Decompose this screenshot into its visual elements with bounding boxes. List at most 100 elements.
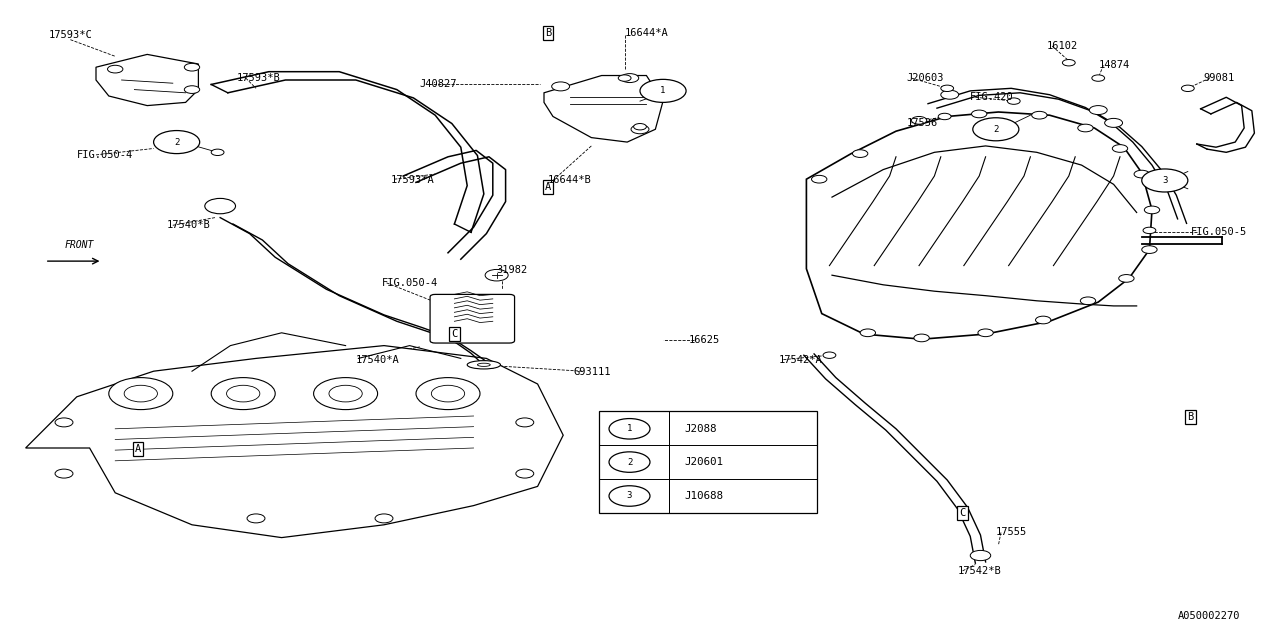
Ellipse shape — [477, 364, 490, 367]
Text: 2: 2 — [627, 458, 632, 467]
Text: 31982: 31982 — [497, 265, 527, 275]
Circle shape — [485, 269, 508, 281]
Circle shape — [314, 378, 378, 410]
Text: 17540*B: 17540*B — [166, 220, 210, 230]
Polygon shape — [96, 54, 198, 106]
Circle shape — [211, 149, 224, 156]
Text: 3: 3 — [1162, 176, 1167, 185]
Text: A050002270: A050002270 — [1178, 611, 1240, 621]
Circle shape — [1078, 124, 1093, 132]
Circle shape — [631, 125, 649, 134]
Text: 16644*A: 16644*A — [625, 28, 668, 38]
Circle shape — [1112, 145, 1128, 152]
Text: 17593*B: 17593*B — [237, 73, 280, 83]
Text: 17593*C: 17593*C — [49, 30, 92, 40]
Circle shape — [1105, 118, 1123, 127]
Circle shape — [609, 452, 650, 472]
Circle shape — [108, 65, 123, 73]
Circle shape — [618, 75, 631, 81]
Circle shape — [1119, 275, 1134, 282]
Text: 3: 3 — [627, 492, 632, 500]
Polygon shape — [26, 346, 563, 538]
Text: 17593*A: 17593*A — [390, 175, 434, 186]
Circle shape — [1142, 169, 1188, 192]
Circle shape — [431, 385, 465, 402]
Text: C: C — [960, 508, 965, 518]
Circle shape — [154, 131, 200, 154]
Circle shape — [552, 82, 570, 91]
Circle shape — [1181, 85, 1194, 92]
Text: FIG.050-4: FIG.050-4 — [77, 150, 133, 160]
Circle shape — [1080, 297, 1096, 305]
Circle shape — [941, 90, 959, 99]
Text: A: A — [136, 444, 141, 454]
Circle shape — [640, 79, 686, 102]
Text: C: C — [452, 329, 457, 339]
Text: J20603: J20603 — [906, 73, 943, 83]
Text: J40827: J40827 — [420, 79, 457, 90]
Circle shape — [634, 124, 646, 130]
Text: 17542*A: 17542*A — [778, 355, 822, 365]
Circle shape — [1062, 60, 1075, 66]
Text: FIG.420: FIG.420 — [970, 92, 1014, 102]
Polygon shape — [544, 76, 663, 142]
Circle shape — [970, 550, 991, 561]
Circle shape — [812, 175, 827, 183]
Circle shape — [516, 418, 534, 427]
Text: FIG.050-4: FIG.050-4 — [381, 278, 438, 288]
Text: 99081: 99081 — [1203, 73, 1234, 83]
Circle shape — [211, 378, 275, 410]
Circle shape — [1032, 111, 1047, 119]
Circle shape — [1007, 98, 1020, 104]
Text: J2088: J2088 — [684, 424, 717, 434]
Circle shape — [55, 469, 73, 478]
Circle shape — [914, 334, 929, 342]
Circle shape — [1144, 206, 1160, 214]
Circle shape — [941, 85, 954, 92]
Circle shape — [852, 150, 868, 157]
Circle shape — [1089, 106, 1107, 115]
Polygon shape — [806, 112, 1152, 339]
Text: 17536: 17536 — [906, 118, 937, 128]
Circle shape — [124, 385, 157, 402]
Circle shape — [973, 118, 1019, 141]
Circle shape — [978, 329, 993, 337]
Circle shape — [516, 469, 534, 478]
Text: 16644*B: 16644*B — [548, 175, 591, 186]
Circle shape — [214, 201, 234, 211]
Text: FIG.050-5: FIG.050-5 — [1190, 227, 1247, 237]
Text: 16102: 16102 — [1047, 41, 1078, 51]
Text: J20601: J20601 — [684, 457, 723, 467]
Circle shape — [972, 110, 987, 118]
Circle shape — [609, 486, 650, 506]
Text: 17542*B: 17542*B — [957, 566, 1001, 576]
Text: FRONT: FRONT — [65, 239, 93, 250]
Circle shape — [621, 74, 639, 83]
Circle shape — [55, 418, 73, 427]
Text: 1: 1 — [627, 424, 632, 433]
Circle shape — [1092, 75, 1105, 81]
FancyBboxPatch shape — [430, 294, 515, 343]
Circle shape — [1142, 246, 1157, 253]
Circle shape — [609, 419, 650, 439]
Circle shape — [205, 198, 236, 214]
Text: 17555: 17555 — [996, 527, 1027, 538]
Circle shape — [938, 113, 951, 120]
Circle shape — [1036, 316, 1051, 324]
Text: 17540*A: 17540*A — [356, 355, 399, 365]
Circle shape — [823, 352, 836, 358]
Circle shape — [184, 86, 200, 93]
Text: 14874: 14874 — [1098, 60, 1129, 70]
Text: 2: 2 — [993, 125, 998, 134]
Circle shape — [1134, 170, 1149, 178]
Text: J10688: J10688 — [684, 491, 723, 501]
Circle shape — [184, 63, 200, 71]
Circle shape — [247, 514, 265, 523]
Circle shape — [911, 116, 927, 124]
Text: B: B — [1188, 412, 1193, 422]
Circle shape — [860, 329, 876, 337]
Text: 16625: 16625 — [689, 335, 719, 346]
FancyBboxPatch shape — [599, 411, 817, 513]
Text: 1: 1 — [660, 86, 666, 95]
Circle shape — [375, 514, 393, 523]
